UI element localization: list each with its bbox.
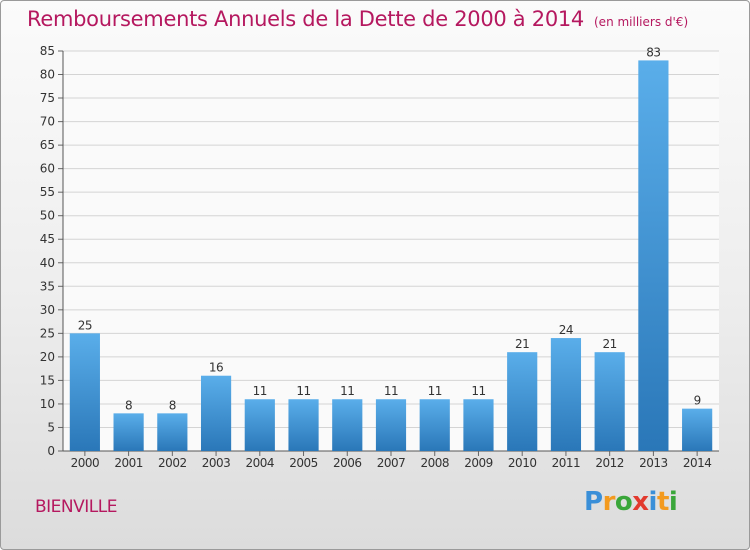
bar [157, 413, 188, 451]
logo-letter: i [668, 487, 678, 517]
logo-letter: P [584, 487, 603, 517]
bar [200, 375, 232, 451]
bar [507, 352, 538, 451]
bar [682, 408, 713, 451]
y-tick-label: 75 [40, 91, 55, 105]
bar [550, 338, 582, 451]
y-tick-label: 20 [40, 350, 55, 364]
x-tick-label: 2006 [333, 456, 362, 470]
x-tick-label: 2010 [508, 456, 537, 470]
y-tick-label: 40 [40, 256, 55, 270]
bar-value-label: 9 [694, 394, 701, 408]
bar-value-label: 11 [384, 384, 398, 398]
bar-value-label: 11 [340, 384, 354, 398]
chart-unit: (en milliers d'€) [594, 15, 689, 29]
y-tick-label: 10 [40, 397, 55, 411]
y-tick-label: 35 [40, 279, 55, 293]
y-tick-label: 50 [40, 209, 55, 223]
x-tick-label: 2009 [464, 456, 493, 470]
bar-value-label: 11 [296, 384, 310, 398]
bar-value-label: 16 [209, 361, 223, 375]
bar [419, 399, 450, 451]
x-tick-label: 2012 [595, 456, 624, 470]
bar [375, 399, 407, 451]
y-tick-label: 60 [40, 162, 55, 176]
bar [244, 399, 275, 451]
x-tick-label: 2000 [71, 456, 100, 470]
logo-letter: x [632, 487, 649, 517]
logo-letter: r [602, 487, 616, 517]
y-tick-label: 45 [40, 232, 55, 246]
logo-letter: t [656, 487, 669, 517]
bar [113, 413, 144, 451]
x-tick-label: 2003 [202, 456, 231, 470]
bar-value-label: 8 [169, 398, 176, 412]
bar [288, 399, 319, 451]
logo-letter: i [648, 487, 658, 517]
y-tick-label: 5 [47, 420, 55, 434]
bar [638, 60, 669, 451]
bar-value-label: 25 [78, 318, 92, 332]
bar-value-label: 24 [559, 323, 573, 337]
bar [463, 399, 494, 451]
bar-value-label: 83 [646, 45, 660, 59]
y-tick-label: 15 [40, 373, 55, 387]
bar-value-label: 21 [603, 337, 617, 351]
y-tick-label: 85 [40, 44, 55, 58]
x-tick-label: 2007 [377, 456, 406, 470]
bar [332, 399, 363, 451]
x-tick-label: 2008 [420, 456, 449, 470]
y-tick-label: 80 [40, 68, 55, 82]
y-tick-label: 55 [40, 185, 55, 199]
x-tick-label: 2011 [552, 456, 581, 470]
bar-value-label: 11 [471, 384, 485, 398]
chart-title: Remboursements Annuels de la Dette de 20… [27, 7, 584, 31]
y-tick-label: 0 [47, 444, 55, 458]
x-tick-label: 2002 [158, 456, 187, 470]
logo-letter: o [614, 487, 633, 517]
bar-value-label: 8 [125, 398, 132, 412]
x-tick-label: 2004 [246, 456, 275, 470]
bar-value-label: 21 [515, 337, 529, 351]
bar-value-label: 11 [253, 384, 267, 398]
y-tick-label: 70 [40, 115, 55, 129]
bar [594, 352, 625, 451]
y-tick-label: 25 [40, 326, 55, 340]
y-tick-label: 30 [40, 303, 55, 317]
x-tick-label: 2013 [639, 456, 668, 470]
proxiti-logo: Proxiti [584, 487, 678, 517]
bar [69, 333, 100, 451]
chart-title-block: Remboursements Annuels de la Dette de 20… [27, 7, 688, 31]
bar-value-label: 11 [428, 384, 442, 398]
x-tick-label: 2014 [683, 456, 712, 470]
location-name: BIENVILLE [35, 497, 117, 517]
x-tick-label: 2005 [289, 456, 318, 470]
x-tick-label: 2001 [114, 456, 143, 470]
y-tick-label: 65 [40, 138, 55, 152]
